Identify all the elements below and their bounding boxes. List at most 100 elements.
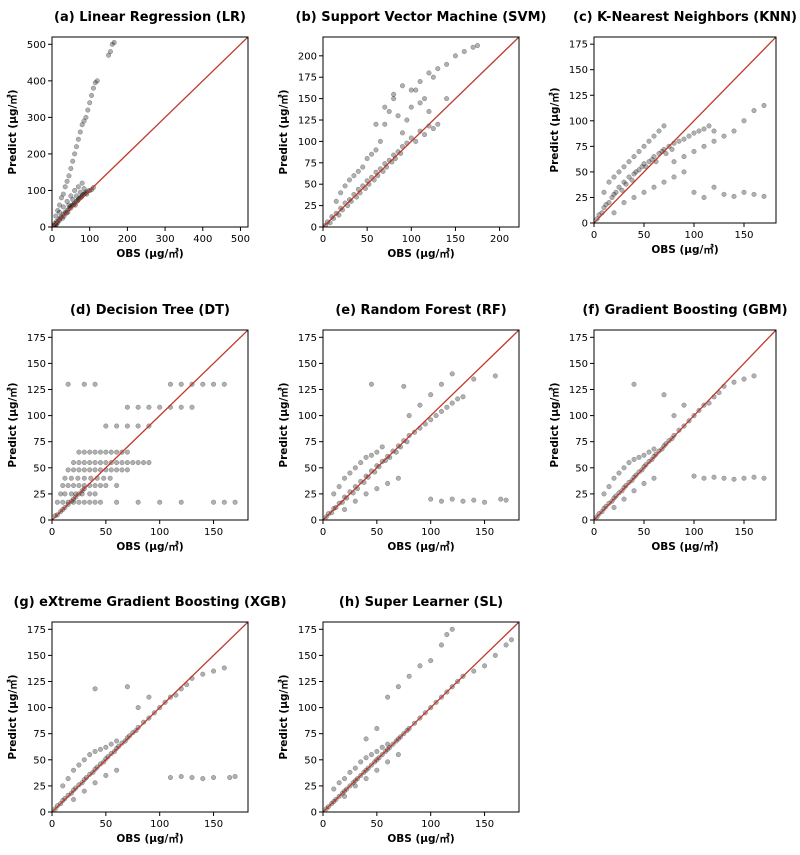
data-point (81, 467, 87, 473)
data-point (89, 92, 95, 98)
data-point (741, 475, 747, 481)
data-point (606, 200, 612, 206)
data-point (601, 506, 607, 512)
data-point (606, 484, 612, 490)
data-point (656, 448, 662, 454)
data-point (626, 174, 632, 180)
x-axis-label: OBS (μg/㎥) (116, 832, 183, 845)
data-point (636, 454, 642, 460)
data-point (428, 392, 434, 398)
data-point (92, 80, 98, 86)
data-point (336, 500, 342, 506)
data-point (87, 460, 93, 466)
data-point (374, 748, 380, 754)
data-point (338, 190, 344, 196)
data-point (498, 496, 504, 502)
y-tick-label: 125 (298, 385, 317, 396)
data-point (119, 467, 125, 473)
data-point (452, 53, 458, 59)
data-point (395, 752, 401, 758)
data-point (88, 475, 94, 481)
data-point (97, 761, 103, 767)
data-point (342, 793, 348, 799)
x-tick-label: 50 (638, 527, 651, 538)
data-point (616, 169, 622, 175)
data-point (417, 79, 423, 85)
y-tick-label: 75 (33, 729, 46, 740)
data-point (422, 96, 428, 102)
data-point (135, 423, 141, 429)
data-point (503, 642, 509, 648)
y-tick-label: 175 (27, 625, 46, 636)
x-tick-label: 100 (684, 527, 703, 538)
data-point (508, 637, 514, 643)
panel-f: 0 50 100 150 0 25 50 75 100 125 150 175 (f) Gradient… (548, 303, 788, 553)
x-tick-label: 150 (734, 527, 753, 538)
data-point (428, 658, 434, 664)
data-point (103, 483, 109, 489)
data-point (731, 476, 737, 482)
y-tick-label: 100 (298, 703, 317, 714)
data-point (221, 499, 227, 505)
data-point (62, 491, 68, 497)
data-point (76, 782, 82, 788)
data-point (363, 776, 369, 782)
data-point (103, 423, 109, 429)
y-tick-label: 100 (569, 116, 588, 127)
data-point (358, 460, 364, 466)
data-point (460, 498, 466, 504)
x-tick-label: 100 (402, 234, 421, 245)
x-axis-label: OBS (μg/㎥) (116, 247, 183, 260)
data-point (105, 754, 111, 760)
data-point (417, 402, 423, 408)
data-point (606, 500, 612, 506)
data-point (641, 189, 647, 195)
data-point (363, 755, 369, 761)
data-point (663, 151, 669, 157)
data-point (89, 187, 95, 193)
data-point (721, 133, 727, 139)
data-point (92, 483, 98, 489)
data-point (461, 49, 467, 55)
reference-line (323, 37, 519, 227)
data-point (435, 121, 441, 127)
data-point (611, 210, 617, 216)
data-point (433, 413, 439, 419)
y-tick-label: 125 (27, 677, 46, 688)
x-tick-label: 0 (320, 234, 326, 245)
data-point (60, 483, 66, 489)
plot-area (594, 330, 776, 520)
data-point (661, 443, 667, 449)
data-point (621, 200, 627, 206)
x-tick-label: 100 (80, 234, 99, 245)
y-tick-label: 150 (298, 359, 317, 370)
data-point (492, 373, 498, 379)
data-point (72, 151, 78, 157)
data-point (57, 202, 63, 208)
data-point (58, 214, 64, 220)
data-point (363, 491, 369, 497)
data-point (114, 738, 120, 744)
data-point (382, 104, 388, 110)
data-point (62, 795, 68, 801)
y-tick-label: 75 (575, 437, 588, 448)
data-point (62, 184, 68, 190)
data-point (352, 765, 358, 771)
data-point (73, 193, 79, 199)
data-point (200, 776, 206, 782)
data-point (64, 198, 70, 204)
data-point (106, 52, 112, 58)
reference-line (594, 330, 776, 520)
data-point (62, 475, 68, 481)
data-point (76, 449, 82, 455)
data-point (391, 96, 397, 102)
data-point (73, 144, 79, 150)
data-point (157, 404, 163, 410)
data-point (135, 460, 141, 466)
data-point (146, 460, 152, 466)
data-point (103, 449, 109, 455)
y-tick-label: 300 (27, 113, 46, 124)
data-point (77, 189, 83, 195)
data-point (417, 663, 423, 669)
reference-line (323, 622, 519, 812)
